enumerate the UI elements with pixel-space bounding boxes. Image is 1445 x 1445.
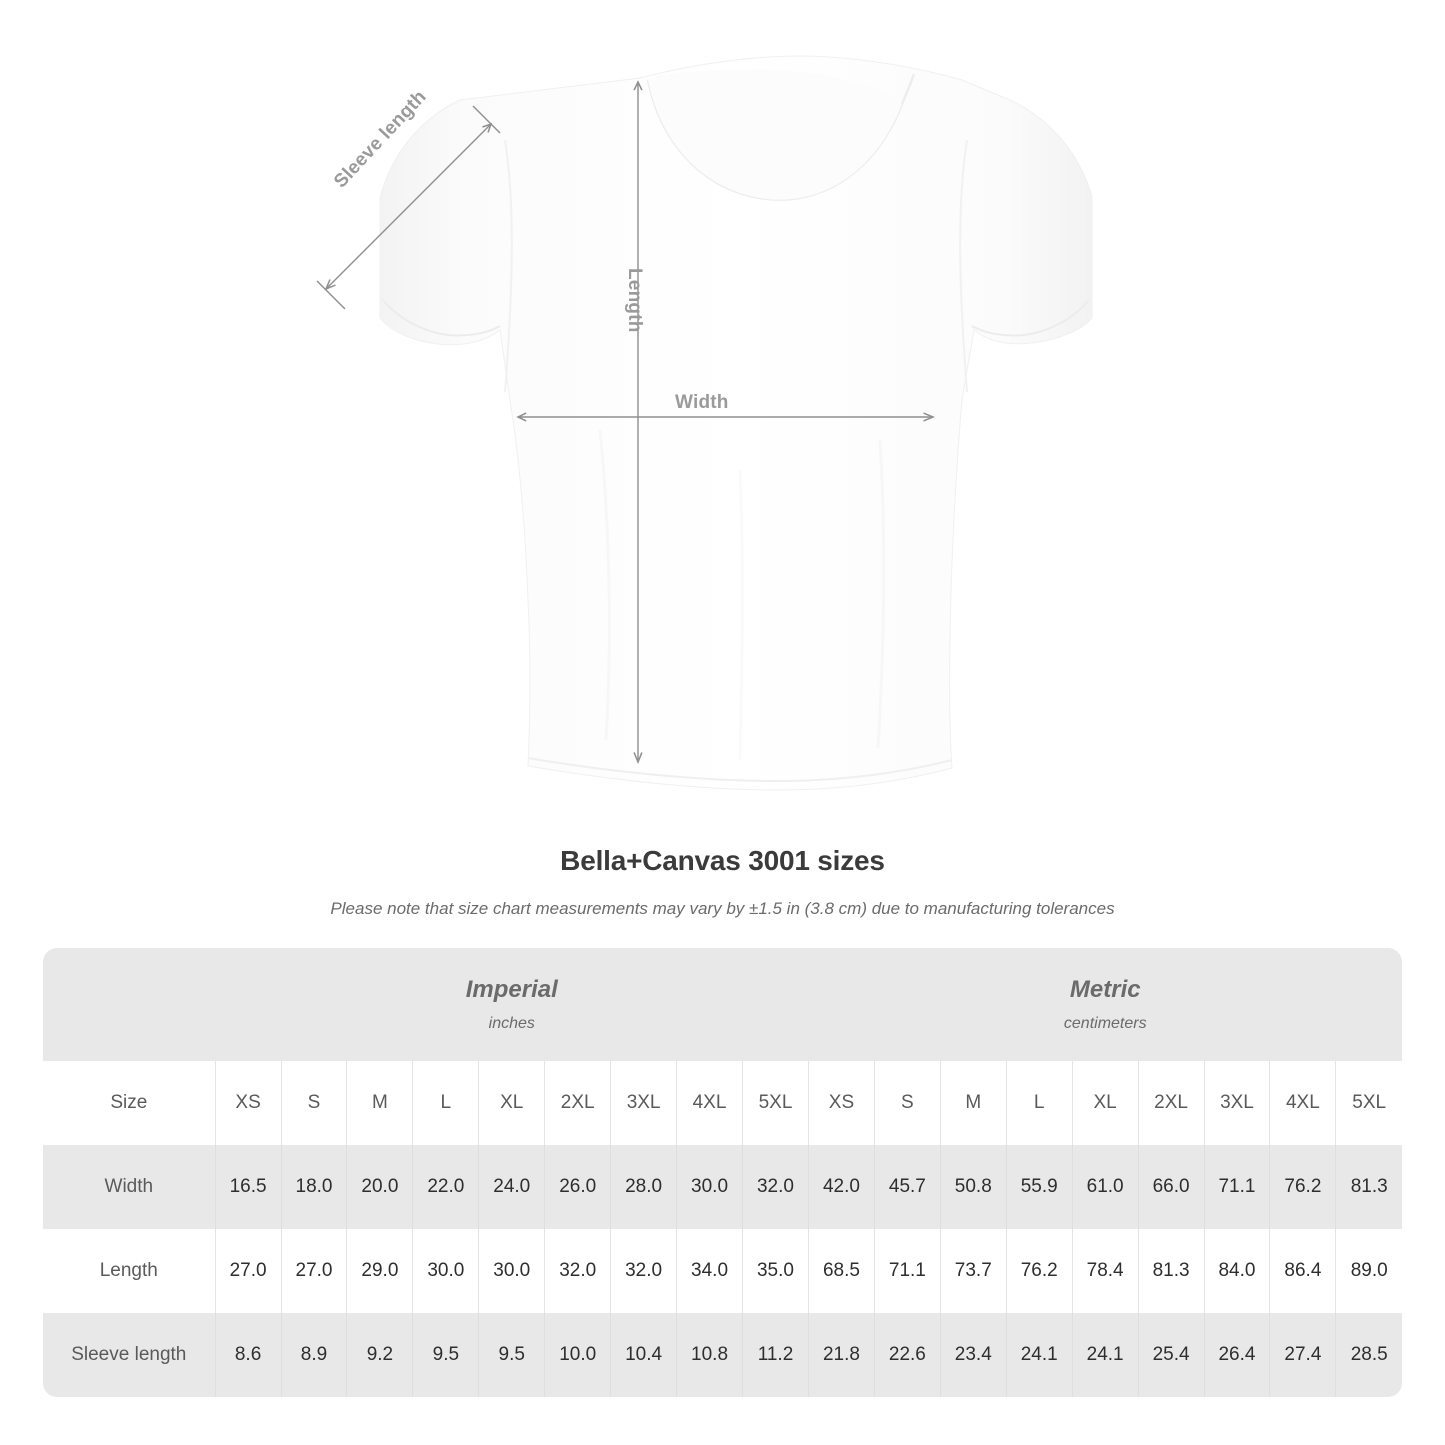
size-col-imperial-3xl: 3XL <box>610 1061 677 1145</box>
cell-length-imperial-l: 30.0 <box>412 1229 479 1313</box>
size-col-metric-s: S <box>873 1061 941 1145</box>
cell-length-imperial-2xl: 32.0 <box>544 1229 611 1313</box>
metric-group-header: Metric centimeters <box>808 948 1402 1061</box>
cell-sleeve-metric-xl: 24.1 <box>1071 1313 1139 1397</box>
shirt-body-shape <box>379 55 1093 791</box>
cell-width-imperial-2xl: 26.0 <box>544 1145 611 1229</box>
cell-length-imperial-s: 27.0 <box>280 1229 347 1313</box>
cell-width-imperial-m: 20.0 <box>346 1145 413 1229</box>
size-col-imperial-2xl: 2XL <box>544 1061 611 1145</box>
table-row: Width 16.5 18.0 20.0 22.0 24.0 26.0 28.0… <box>43 1145 1402 1229</box>
cell-length-metric-5xl: 89.0 <box>1335 1229 1402 1313</box>
cell-width-metric-m: 50.8 <box>939 1145 1007 1229</box>
cell-width-imperial-3xl: 28.0 <box>610 1145 677 1229</box>
cell-sleeve-metric-4xl: 27.4 <box>1269 1313 1336 1397</box>
size-col-metric-5xl: 5XL <box>1335 1061 1402 1145</box>
size-col-imperial-xs: XS <box>214 1061 282 1145</box>
cell-sleeve-imperial-s: 8.9 <box>280 1313 347 1397</box>
cell-length-metric-3xl: 84.0 <box>1203 1229 1270 1313</box>
cell-length-imperial-4xl: 34.0 <box>676 1229 743 1313</box>
cell-width-metric-3xl: 71.1 <box>1203 1145 1270 1229</box>
tolerance-note: Please note that size chart measurements… <box>330 899 1115 918</box>
size-col-imperial-xl: XL <box>478 1061 545 1145</box>
cell-sleeve-metric-xs: 21.8 <box>807 1313 875 1397</box>
cell-sleeve-imperial-l: 9.5 <box>412 1313 479 1397</box>
cell-width-metric-l: 55.9 <box>1005 1145 1073 1229</box>
cell-length-metric-m: 73.7 <box>939 1229 1007 1313</box>
cell-width-imperial-xs: 16.5 <box>214 1145 282 1229</box>
size-col-metric-3xl: 3XL <box>1203 1061 1270 1145</box>
row-label-length: Length <box>43 1229 216 1313</box>
cell-sleeve-metric-2xl: 25.4 <box>1137 1313 1205 1397</box>
cell-sleeve-imperial-3xl: 10.4 <box>610 1313 677 1397</box>
cell-width-metric-5xl: 81.3 <box>1335 1145 1402 1229</box>
cell-length-metric-4xl: 86.4 <box>1269 1229 1336 1313</box>
page-title: Bella+Canvas 3001 sizes <box>560 845 885 876</box>
size-col-metric-2xl: 2XL <box>1137 1061 1205 1145</box>
cell-width-metric-4xl: 76.2 <box>1269 1145 1336 1229</box>
size-col-metric-m: M <box>939 1061 1007 1145</box>
cell-width-metric-xs: 42.0 <box>807 1145 875 1229</box>
table-row: Sleeve length 8.6 8.9 9.2 9.5 9.5 10.0 1… <box>43 1313 1402 1397</box>
cell-sleeve-imperial-2xl: 10.0 <box>544 1313 611 1397</box>
cell-length-imperial-m: 29.0 <box>346 1229 413 1313</box>
cell-width-metric-2xl: 66.0 <box>1137 1145 1205 1229</box>
size-col-imperial-l: L <box>412 1061 479 1145</box>
size-col-metric-4xl: 4XL <box>1269 1061 1336 1145</box>
cell-sleeve-metric-3xl: 26.4 <box>1203 1313 1270 1397</box>
cell-width-metric-s: 45.7 <box>873 1145 941 1229</box>
size-col-imperial-4xl: 4XL <box>676 1061 743 1145</box>
metric-subtitle: centimeters <box>1063 1014 1147 1032</box>
size-row-label: Size <box>43 1061 216 1145</box>
size-col-metric-xl: XL <box>1071 1061 1139 1145</box>
cell-width-metric-xl: 61.0 <box>1071 1145 1139 1229</box>
cell-length-imperial-5xl: 35.0 <box>741 1229 809 1313</box>
cell-width-imperial-5xl: 32.0 <box>741 1145 809 1229</box>
imperial-subtitle: inches <box>488 1014 535 1032</box>
cell-sleeve-metric-s: 22.6 <box>873 1313 941 1397</box>
cell-length-imperial-xs: 27.0 <box>214 1229 282 1313</box>
cell-length-imperial-xl: 30.0 <box>478 1229 545 1313</box>
cell-sleeve-imperial-5xl: 11.2 <box>741 1313 809 1397</box>
cell-sleeve-imperial-xl: 9.5 <box>478 1313 545 1397</box>
cell-sleeve-metric-l: 24.1 <box>1005 1313 1073 1397</box>
cell-length-metric-2xl: 81.3 <box>1137 1229 1205 1313</box>
size-col-imperial-m: M <box>346 1061 413 1145</box>
cell-width-imperial-xl: 24.0 <box>478 1145 545 1229</box>
cell-width-imperial-l: 22.0 <box>412 1145 479 1229</box>
cell-width-imperial-4xl: 30.0 <box>676 1145 743 1229</box>
cell-length-metric-s: 71.1 <box>873 1229 941 1313</box>
size-chart-table: Imperial inches Metric centimeters Size … <box>43 948 1402 1397</box>
length-label: Length <box>624 268 645 333</box>
cell-length-imperial-3xl: 32.0 <box>610 1229 677 1313</box>
cell-sleeve-metric-m: 23.4 <box>939 1313 1007 1397</box>
row-label-width: Width <box>43 1145 216 1229</box>
cell-sleeve-imperial-4xl: 10.8 <box>676 1313 743 1397</box>
title-block: Bella+Canvas 3001 sizes Please note that… <box>0 845 1445 919</box>
cell-length-metric-xl: 78.4 <box>1071 1229 1139 1313</box>
size-col-imperial-5xl: 5XL <box>741 1061 809 1145</box>
cell-sleeve-imperial-m: 9.2 <box>346 1313 413 1397</box>
cell-length-metric-l: 76.2 <box>1005 1229 1073 1313</box>
size-col-metric-xs: XS <box>807 1061 875 1145</box>
size-col-metric-l: L <box>1005 1061 1073 1145</box>
unit-band-row: Imperial inches Metric centimeters <box>43 948 1402 1061</box>
imperial-title: Imperial <box>465 975 558 1003</box>
cell-length-metric-xs: 68.5 <box>807 1229 875 1313</box>
cell-sleeve-metric-5xl: 28.5 <box>1335 1313 1402 1397</box>
size-col-imperial-s: S <box>280 1061 347 1145</box>
imperial-group-header: Imperial inches <box>215 948 809 1061</box>
tshirt-illustration <box>316 55 1093 791</box>
unit-band-spacer <box>43 948 216 1061</box>
table-row: Length 27.0 27.0 29.0 30.0 30.0 32.0 32.… <box>43 1229 1402 1313</box>
sleeve-length-arrow <box>316 105 501 310</box>
cell-width-imperial-s: 18.0 <box>280 1145 347 1229</box>
row-label-sleeve-length: Sleeve length <box>43 1313 216 1397</box>
cell-sleeve-imperial-xs: 8.6 <box>214 1313 282 1397</box>
metric-title: Metric <box>1069 975 1141 1003</box>
size-chart-table-wrapper: Imperial inches Metric centimeters Size … <box>43 948 1402 1397</box>
size-header-row: Size XS S M L XL 2XL 3XL 4XL 5XL XS S M … <box>43 1061 1402 1145</box>
width-label: Width <box>675 392 729 413</box>
tshirt-diagram: Sleeve length Length Width <box>316 55 1093 791</box>
